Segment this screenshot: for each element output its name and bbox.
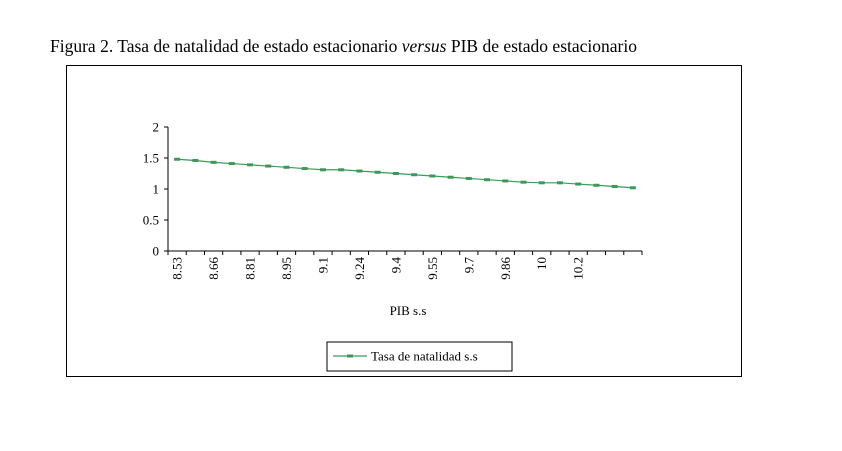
y-ticks: 0 0.5 1 1.5 2 xyxy=(143,120,168,259)
data-point xyxy=(538,181,545,185)
data-point xyxy=(283,165,290,169)
data-point xyxy=(484,178,491,182)
chart-area xyxy=(66,65,742,377)
data-point xyxy=(556,181,563,185)
x-ticks: 8.53 8.66 8.81 8.95 9.1 9.24 9.4 9.55 9.7 9.86 10 1… xyxy=(167,251,643,280)
data-point xyxy=(575,182,582,186)
x-tick-label: 9.86 xyxy=(498,257,513,280)
x-tick-label: 9.4 xyxy=(388,257,403,274)
data-point xyxy=(228,162,235,166)
x-tick-label: 8.53 xyxy=(170,257,185,280)
y-tick-label: 1 xyxy=(153,182,160,197)
data-point xyxy=(374,170,381,174)
x-tick-label: 9.7 xyxy=(461,257,476,274)
x-tick-label: 9.1 xyxy=(315,257,330,273)
y-tick-label: 0 xyxy=(153,244,160,259)
data-point xyxy=(611,185,618,189)
y-tick-label: 0.5 xyxy=(143,213,159,228)
data-point xyxy=(356,169,363,173)
legend-label: Tasa de natalidad s.s xyxy=(371,349,478,364)
x-tick-label: 8.81 xyxy=(243,257,258,280)
title-prefix: Figura 2. Tasa de natalidad de estado es… xyxy=(50,36,402,56)
y-tick-label: 2 xyxy=(153,120,160,135)
title-suffix: PIB de estado estacionario xyxy=(446,36,637,56)
x-tick-label: 8.95 xyxy=(279,257,294,280)
data-point xyxy=(301,167,308,171)
data-point xyxy=(629,186,636,190)
data-point xyxy=(265,164,272,168)
x-tick-label: 9.24 xyxy=(352,257,367,280)
data-point xyxy=(192,158,199,162)
series-group xyxy=(174,157,636,190)
legend-marker xyxy=(347,354,353,358)
y-tick-label: 1.5 xyxy=(143,151,159,166)
data-point xyxy=(502,179,509,183)
data-point xyxy=(338,168,345,172)
data-point xyxy=(319,168,326,172)
x-tick-label: 10 xyxy=(534,257,549,270)
data-point xyxy=(392,172,399,175)
series-line xyxy=(177,158,633,189)
data-point xyxy=(247,163,254,167)
legend: Tasa de natalidad s.s xyxy=(326,341,513,372)
x-axis-label: PIB s.s xyxy=(390,303,427,318)
title-italic: versus xyxy=(401,36,447,56)
data-point xyxy=(593,183,600,187)
data-point xyxy=(411,173,418,177)
x-tick-label: 9.55 xyxy=(425,257,440,280)
figure-title: Figura 2. Tasa de natalidad de estado es… xyxy=(50,36,637,57)
data-point xyxy=(429,174,436,178)
data-point xyxy=(520,180,527,184)
axes xyxy=(167,127,642,252)
data-point xyxy=(447,175,454,179)
data-point xyxy=(465,176,472,180)
data-point xyxy=(174,157,181,161)
x-tick-label: 10.2 xyxy=(571,257,586,280)
data-point xyxy=(210,160,217,164)
x-tick-label: 8.66 xyxy=(206,257,221,280)
